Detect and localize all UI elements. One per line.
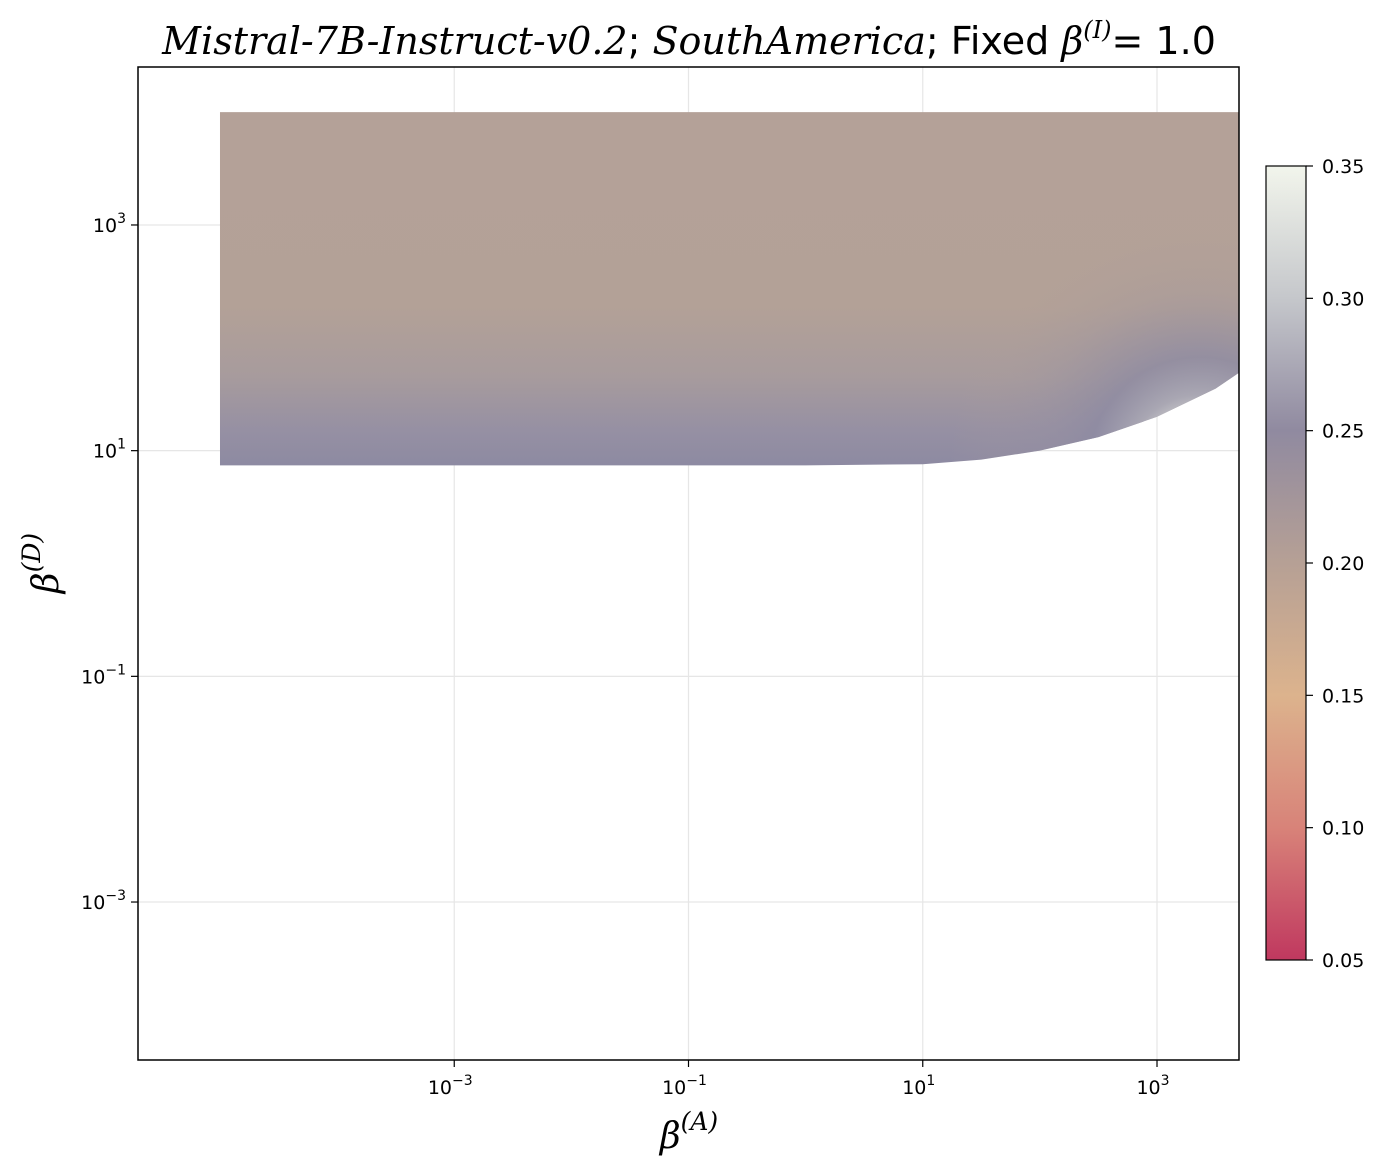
x-tick-label-1: 10−1 xyxy=(662,1073,707,1099)
colorbar-ticks: 0.05 0.10 0.15 0.20 0.25 0.30 0.35 xyxy=(1306,156,1364,972)
y-tick-label-3: 10−3 xyxy=(81,888,126,914)
colorbar-tick-label-2: 0.15 xyxy=(1322,685,1364,707)
colorbar-tick-label-1: 0.10 xyxy=(1322,818,1364,840)
colorbar xyxy=(1265,165,1307,961)
title-region: SouthAmerica xyxy=(653,19,926,63)
x-tick-label-2: 101 xyxy=(902,1073,935,1099)
title-fixed-value: = 1.0 xyxy=(1112,19,1216,63)
title-fixed-symbol: β xyxy=(1059,19,1083,63)
y-tick-label-1: 101 xyxy=(93,437,126,463)
y-tick-label-0: 103 xyxy=(93,211,126,237)
title-fixed-superscript: (I) xyxy=(1083,16,1111,44)
colorbar-tick-label-5: 0.30 xyxy=(1322,288,1364,310)
heatmap-region-highlight xyxy=(219,112,1239,466)
x-axis-ticks: 10−3 10−1 101 103 xyxy=(428,1060,1170,1099)
colorbar-tick-label-0: 0.05 xyxy=(1322,950,1364,972)
colorbar-tick-label-6: 0.35 xyxy=(1322,156,1364,178)
title-fixed-prefix: Fixed xyxy=(951,19,1049,63)
x-tick-label-0: 10−3 xyxy=(428,1073,473,1099)
colorbar-tick-label-3: 0.20 xyxy=(1322,553,1364,575)
y-axis-ticks: 103 101 10−1 10−3 xyxy=(81,211,138,914)
x-axis-label: β(A) xyxy=(658,1107,718,1157)
x-tick-label-3: 103 xyxy=(1136,1073,1169,1099)
colorbar-tick-label-4: 0.25 xyxy=(1322,421,1364,443)
title-model: Mistral-7B-Instruct-v0.2 xyxy=(161,19,627,63)
chart-title: Mistral-7B-Instruct-v0.2; SouthAmerica; … xyxy=(161,16,1216,63)
y-tick-label-2: 10−1 xyxy=(81,662,126,688)
y-axis-label: β(D) xyxy=(17,533,67,595)
